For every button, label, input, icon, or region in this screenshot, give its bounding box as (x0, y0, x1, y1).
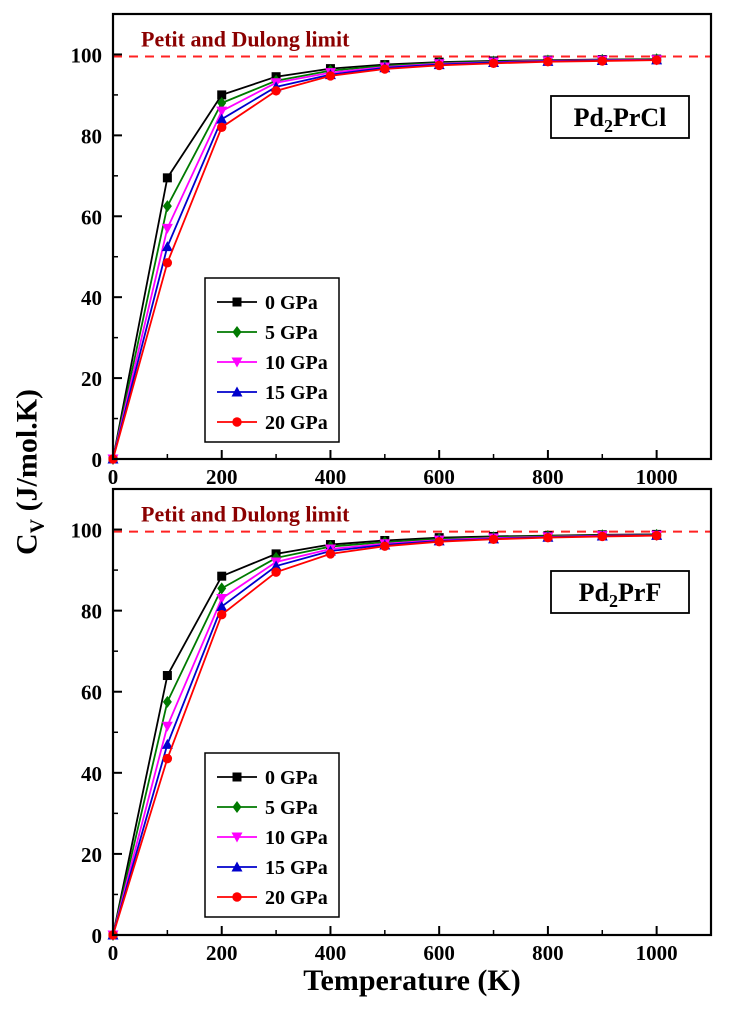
x-tick-label: 800 (532, 465, 564, 489)
legend-item-5-gpa: 5 GPa (217, 797, 318, 819)
y-tick-label: 40 (81, 762, 102, 786)
petit-dulong-label: Petit and Dulong limit (141, 502, 350, 527)
legend-item-0-gpa: 0 GPa (217, 292, 318, 314)
series-20-gpa (108, 530, 662, 940)
x-tick-label: 600 (423, 941, 455, 965)
legend-label: 5 GPa (265, 322, 318, 344)
y-tick-label: 0 (92, 924, 103, 948)
legend-label: 0 GPa (265, 767, 318, 789)
x-tick-label: 1000 (636, 941, 678, 965)
y-tick-label: 40 (81, 286, 102, 310)
legend-label: 10 GPa (265, 827, 328, 849)
legend-item-0-gpa: 0 GPa (217, 767, 318, 789)
y-tick-label: 100 (71, 519, 103, 543)
y-tick-label: 0 (92, 448, 103, 472)
y-axis-label-units: (J/mol.K) (10, 388, 44, 519)
legend-label: 20 GPa (265, 887, 328, 909)
x-tick-label: 400 (315, 941, 347, 965)
legend-item-5-gpa: 5 GPa (217, 322, 318, 344)
y-axis-label-main: C (10, 533, 44, 556)
petit-dulong-label: Petit and Dulong limit (141, 26, 350, 51)
x-axis-label: Temperature (K) (303, 964, 521, 997)
legend: 0 GPa 5 GPa 10 GPa 15 GPa 20 GPa (204, 277, 340, 443)
y-tick-label: 60 (81, 205, 102, 229)
panel-title-text: Pd2PrF (579, 578, 662, 611)
y-tick-label: 100 (71, 43, 103, 67)
y-tick-label: 80 (81, 600, 102, 624)
legend-item-20-gpa: 20 GPa (217, 412, 328, 434)
legend-label: 10 GPa (265, 352, 328, 374)
legend-label: 15 GPa (265, 382, 328, 404)
legend-label: 15 GPa (265, 857, 328, 879)
legend: 0 GPa 5 GPa 10 GPa 15 GPa 20 GPa (204, 752, 340, 918)
x-tick-label: 1000 (636, 465, 678, 489)
panel-title-pd2prcl: Pd2PrCl (550, 95, 690, 139)
x-tick-label: 0 (108, 941, 119, 965)
legend-item-15-gpa: 15 GPa (217, 382, 328, 404)
y-tick-label: 20 (81, 843, 102, 867)
plot-frame (111, 487, 713, 937)
y-tick-label: 80 (81, 124, 102, 148)
panel-title-pd2prf: Pd2PrF (550, 570, 690, 614)
legend-item-10-gpa: 10 GPa (217, 827, 328, 849)
plot-frame (111, 12, 713, 461)
x-tick-label: 800 (532, 941, 564, 965)
x-tick-label: 600 (423, 465, 455, 489)
legend-item-20-gpa: 20 GPa (217, 887, 328, 909)
x-tick-label: 0 (108, 465, 119, 489)
y-axis-label: CV (J/mol.K) (11, 389, 50, 555)
y-axis-label-sub: V (26, 518, 49, 534)
legend-item-15-gpa: 15 GPa (217, 857, 328, 879)
legend-item-10-gpa: 10 GPa (217, 352, 328, 374)
legend-label: 5 GPa (265, 797, 318, 819)
legend-label: 20 GPa (265, 412, 328, 434)
x-tick-label: 200 (206, 941, 238, 965)
y-tick-label: 60 (81, 681, 102, 705)
series-20-gpa (108, 55, 662, 464)
x-tick-label: 200 (206, 465, 238, 489)
panel-title-text: Pd2PrCl (574, 103, 667, 136)
legend-label: 0 GPa (265, 292, 318, 314)
y-tick-label: 20 (81, 367, 102, 391)
x-tick-label: 400 (315, 465, 347, 489)
